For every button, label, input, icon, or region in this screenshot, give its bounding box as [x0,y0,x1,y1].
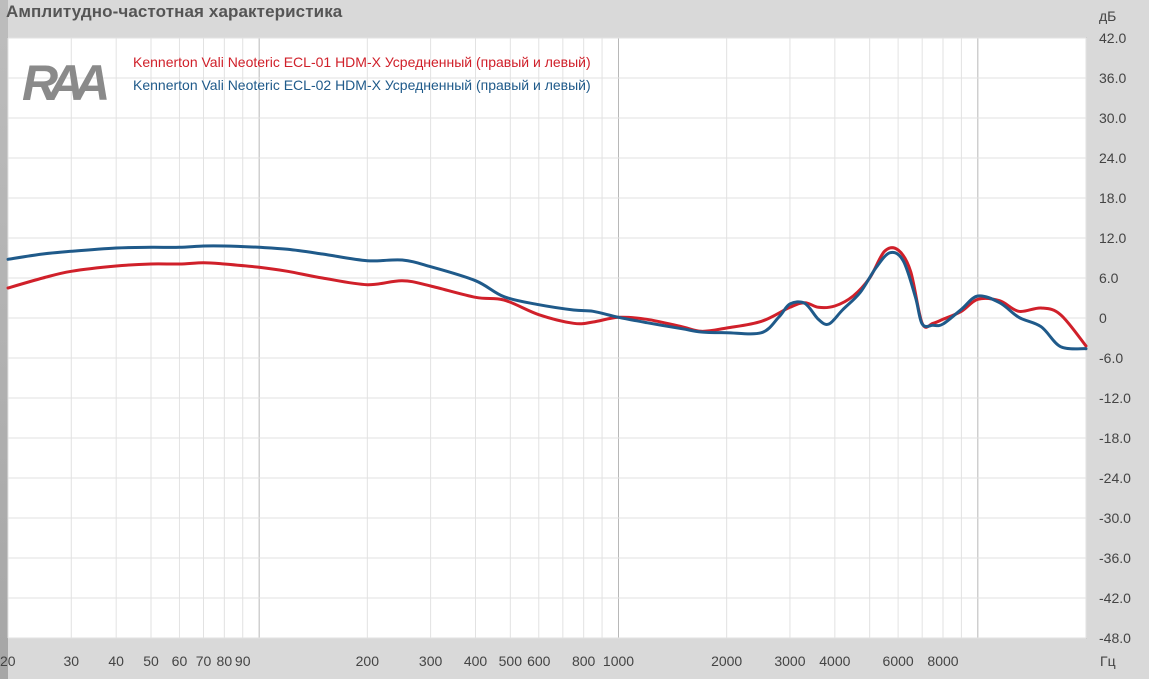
x-axis-unit: Гц [1100,653,1116,669]
y-tick-label: 18.0 [1099,190,1126,206]
legend-entry-1: Kennerton Vali Neoteric ECL-01 HDM-X Уср… [133,54,591,70]
y-tick-label: 36.0 [1099,70,1126,86]
legend-entry-2: Kennerton Vali Neoteric ECL-02 HDM-X Уср… [133,77,591,93]
y-axis-ticks: 42.0 36.0 30.0 24.0 18.0 12.0 6.0 0 -6.0 -12.0 -18… [1099,30,1131,646]
y-tick-label: -30.0 [1099,510,1131,526]
y-tick-label: -24.0 [1099,470,1131,486]
chart-title: Амплитудно-частотная характеристика [6,2,343,21]
x-tick-label: 3000 [774,653,805,669]
x-tick-label: 40 [108,653,124,669]
y-tick-label: 0 [1099,310,1107,326]
x-tick-label: 600 [527,653,551,669]
x-tick-label: 400 [464,653,488,669]
x-tick-label: 800 [572,653,596,669]
y-tick-label: 24.0 [1099,150,1126,166]
x-tick-label: 20 [0,653,16,669]
plot-area [7,37,1087,639]
left-edge-background [0,0,8,679]
x-tick-label: 70 [196,653,212,669]
x-tick-label: 60 [172,653,188,669]
legend: Kennerton Vali Neoteric ECL-01 HDM-X Уср… [133,54,591,93]
raa-logo: RAA [22,55,117,111]
y-tick-label: 6.0 [1099,270,1119,286]
y-axis-unit: дБ [1099,8,1116,24]
logo-text: RAA [22,55,107,111]
x-tick-label: 50 [143,653,159,669]
x-axis-ticks: 20 30 40 50 60 70 80 90 200 300 400 500 600 800 1000 20… [0,653,959,669]
x-tick-label: 1000 [603,653,634,669]
x-tick-label: 80 [217,653,233,669]
x-tick-label: 4000 [819,653,850,669]
y-tick-label: -42.0 [1099,590,1131,606]
x-tick-label: 2000 [711,653,742,669]
y-tick-label: 42.0 [1099,30,1126,46]
series-lines [6,244,1088,351]
series-line-2 [6,244,1088,351]
x-tick-label: 500 [499,653,523,669]
y-tick-label: -18.0 [1099,430,1131,446]
x-tick-label: 30 [63,653,79,669]
x-tick-label: 6000 [883,653,914,669]
y-tick-label: -12.0 [1099,390,1131,406]
y-tick-label: -6.0 [1099,350,1123,366]
y-tick-label: 30.0 [1099,110,1126,126]
x-tick-label: 200 [356,653,380,669]
x-tick-label: 300 [419,653,443,669]
x-tick-label: 8000 [927,653,958,669]
y-tick-label: -36.0 [1099,550,1131,566]
grid [7,37,1087,639]
y-tick-label: -48.0 [1099,630,1131,646]
y-tick-label: 12.0 [1099,230,1126,246]
x-tick-label: 90 [235,653,251,669]
